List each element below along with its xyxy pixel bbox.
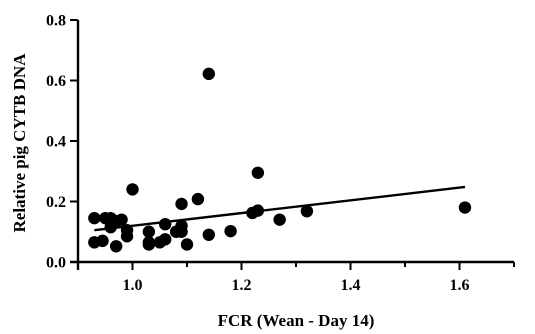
data-point (224, 224, 237, 238)
data-point (175, 197, 188, 211)
data-point (273, 213, 286, 226)
data-point (458, 201, 472, 214)
y-tick-label: 0.4 (46, 134, 66, 151)
data-point (191, 192, 205, 206)
data-point (88, 211, 101, 225)
data-point (202, 228, 215, 241)
x-tick-label: 1.2 (232, 277, 252, 294)
data-point (202, 67, 215, 81)
x-axis-title: FCR (Wean - Day 14) (218, 311, 375, 330)
y-tick-label: 0.0 (46, 255, 66, 272)
data-point (142, 225, 156, 238)
data-point (142, 238, 156, 251)
data-point (96, 234, 109, 248)
data-point (126, 183, 139, 196)
plot-area (88, 67, 472, 253)
trend-line (94, 185, 466, 232)
y-tick-label: 0.8 (46, 13, 66, 30)
data-point (120, 230, 134, 243)
data-point (300, 204, 314, 218)
x-tick-label: 1.4 (341, 277, 361, 294)
x-axis-ticks: 1.0 1.2 1.4 1.6 (77, 262, 515, 294)
y-axis-ticks: 0.0 0.2 0.4 0.6 0.8 (46, 13, 78, 272)
y-axis-title: Relative pig CYTB DNA (10, 53, 29, 233)
data-point (159, 217, 172, 231)
data-point (180, 238, 194, 251)
x-tick-label: 1.6 (450, 277, 470, 294)
y-tick-label: 0.2 (46, 194, 66, 211)
data-point (175, 225, 188, 238)
data-point (115, 213, 128, 226)
y-tick-label: 0.6 (46, 73, 66, 90)
x-tick-label: 1.0 (123, 277, 143, 294)
data-point (109, 240, 123, 253)
data-point (159, 233, 172, 246)
data-point (251, 166, 265, 179)
